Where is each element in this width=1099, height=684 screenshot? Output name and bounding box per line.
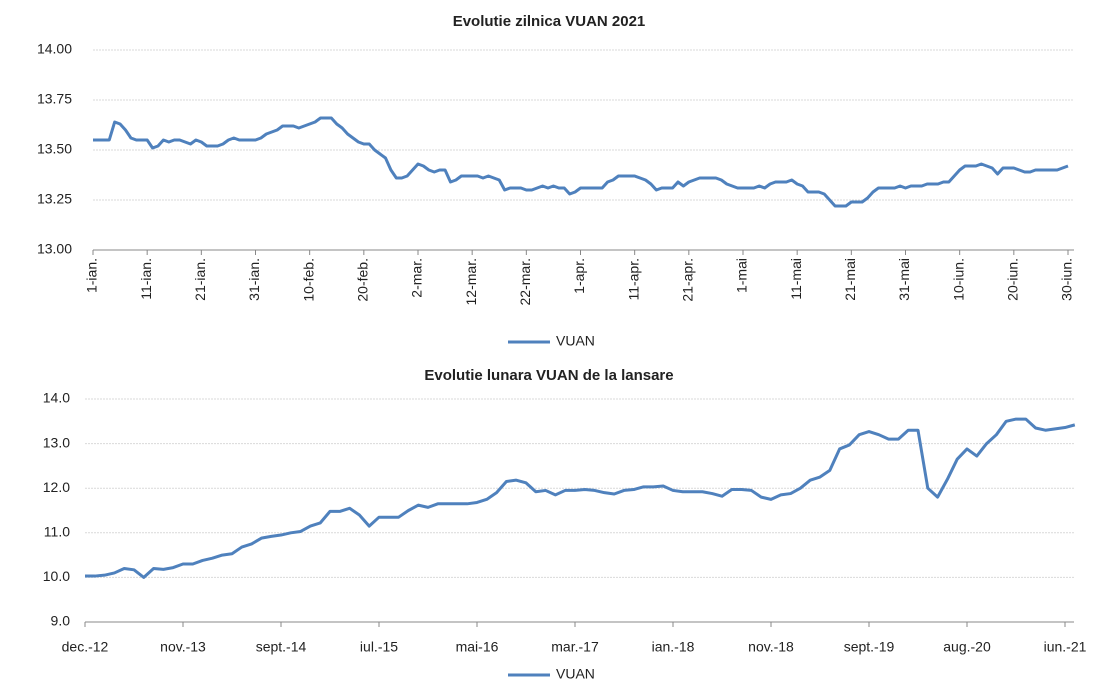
- x-tick-label: 1-mai: [734, 258, 750, 293]
- x-tick-label: 21-mai: [842, 258, 858, 301]
- y-tick-label: 10.0: [43, 568, 70, 584]
- x-tick-label: mar.-17: [551, 639, 599, 655]
- x-tick-label: 12-mar.: [463, 258, 479, 305]
- x-tick-label: 20-iun.: [1005, 258, 1021, 301]
- x-tick-label: 20-feb.: [355, 258, 371, 302]
- legend-label: VUAN: [556, 666, 595, 682]
- x-tick-label: 1-apr.: [571, 258, 587, 294]
- x-tick-label: nov.-18: [748, 639, 794, 655]
- y-tick-label: 13.0: [43, 434, 70, 450]
- y-tick-label: 13.50: [37, 141, 72, 157]
- x-tick-label: 10-feb.: [300, 258, 316, 302]
- x-tick-label: 11-apr.: [625, 258, 641, 301]
- x-tick-label: 30-iun.: [1059, 258, 1075, 301]
- y-tick-label: 11.0: [44, 524, 70, 540]
- x-tick-label: 10-iun.: [950, 258, 966, 301]
- x-tick-label: iun.-21: [1044, 639, 1087, 655]
- legend-label: VUAN: [556, 333, 595, 349]
- x-tick-label: 11-mai: [788, 258, 804, 300]
- chart-title: Evolutie lunara VUAN de la lansare: [424, 367, 673, 384]
- x-tick-label: dec.-12: [62, 639, 109, 655]
- x-tick-label: 22-mar.: [517, 258, 533, 305]
- x-tick-label: ian.-18: [652, 639, 695, 655]
- x-tick-label: 31-mai: [896, 258, 912, 301]
- x-tick-label: 21-ian.: [192, 258, 208, 301]
- x-tick-label: sept.-19: [844, 639, 895, 655]
- x-tick-label: iul.-15: [360, 639, 398, 655]
- y-tick-label: 13.75: [37, 91, 72, 107]
- x-tick-label: nov.-13: [160, 639, 206, 655]
- y-tick-label: 14.0: [43, 390, 70, 406]
- chart-title: Evolutie zilnica VUAN 2021: [453, 13, 646, 30]
- x-tick-label: aug.-20: [943, 639, 991, 655]
- data-line: [93, 116, 1069, 208]
- y-tick-label: 13.25: [37, 191, 72, 207]
- x-tick-label: 2-mar.: [409, 258, 425, 298]
- y-tick-label: 13.00: [37, 241, 72, 257]
- x-tick-label: 11-ian.: [138, 258, 154, 300]
- data-line: [85, 417, 1076, 579]
- x-tick-label: 21-apr.: [680, 258, 696, 302]
- x-tick-label: sept.-14: [256, 639, 307, 655]
- x-tick-label: mai-16: [456, 639, 499, 655]
- y-tick-label: 14.00: [37, 41, 72, 57]
- x-tick-label: 1-ian.: [84, 258, 100, 293]
- x-tick-label: 31-ian.: [246, 258, 262, 301]
- y-tick-label: 9.0: [51, 613, 71, 629]
- y-tick-label: 12.0: [43, 479, 70, 495]
